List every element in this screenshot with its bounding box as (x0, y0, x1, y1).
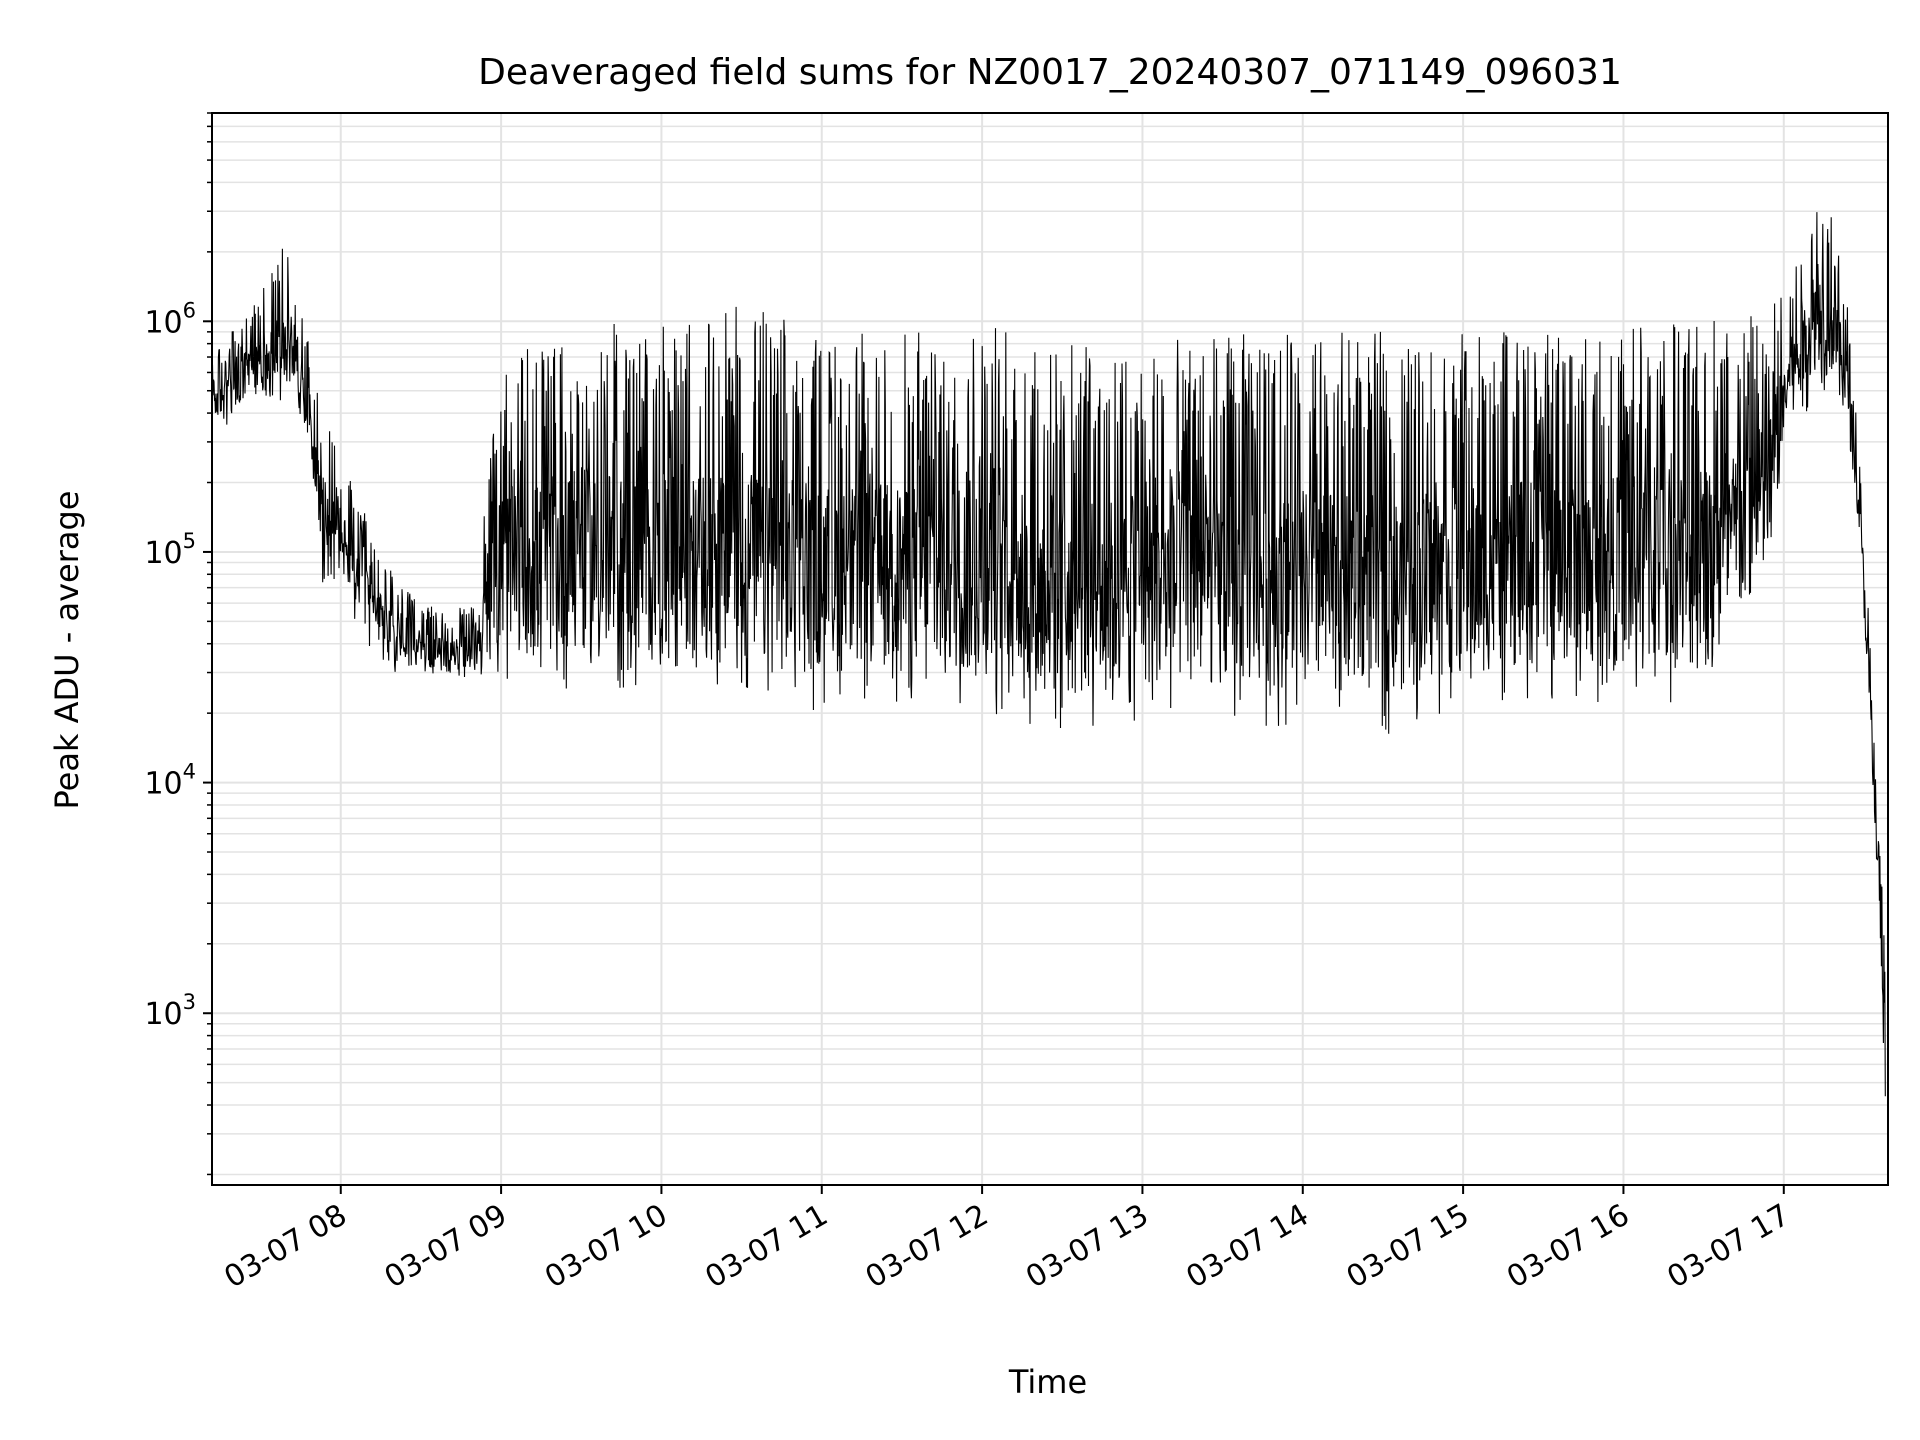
x-axis-label: Time (1008, 1363, 1087, 1401)
x-tick-label: 03-07 15 (1341, 1198, 1475, 1296)
y-tick-label-exponent: 6 (183, 298, 196, 322)
x-tick-label: 03-07 09 (379, 1198, 513, 1296)
y-tick-label-base: 10 (144, 767, 182, 802)
y-tick-label-exponent: 5 (183, 529, 196, 553)
plot-frame (211, 112, 1889, 1186)
y-tick-label: 106 (144, 298, 196, 340)
series-line (211, 212, 1886, 1097)
y-tick-label-base: 10 (144, 536, 182, 571)
y-axis-label: Peak ADU - average (48, 491, 86, 810)
y-tick-label: 104 (144, 760, 196, 802)
x-tick-label: 03-07 13 (1020, 1198, 1154, 1296)
y-tick-label-exponent: 3 (183, 990, 196, 1014)
x-tick-label: 03-07 16 (1501, 1198, 1635, 1296)
y-tick-label-exponent: 4 (183, 760, 196, 784)
x-tick-label: 03-07 10 (539, 1198, 673, 1296)
x-tick-label: 03-07 14 (1180, 1198, 1314, 1296)
y-tick-label-base: 10 (144, 305, 182, 340)
data-layer (211, 212, 1886, 1097)
y-tick-label-base: 10 (144, 997, 182, 1032)
y-tick-label: 105 (144, 529, 196, 571)
x-tick-label: 03-07 17 (1661, 1198, 1795, 1296)
x-tick-label: 03-07 12 (860, 1198, 994, 1296)
y-tick-label: 103 (144, 990, 196, 1032)
x-tick-label: 03-07 08 (218, 1198, 352, 1296)
x-tick-label: 03-07 11 (699, 1198, 833, 1296)
chart-title: Deaveraged field sums for NZ0017_2024030… (478, 52, 1622, 93)
